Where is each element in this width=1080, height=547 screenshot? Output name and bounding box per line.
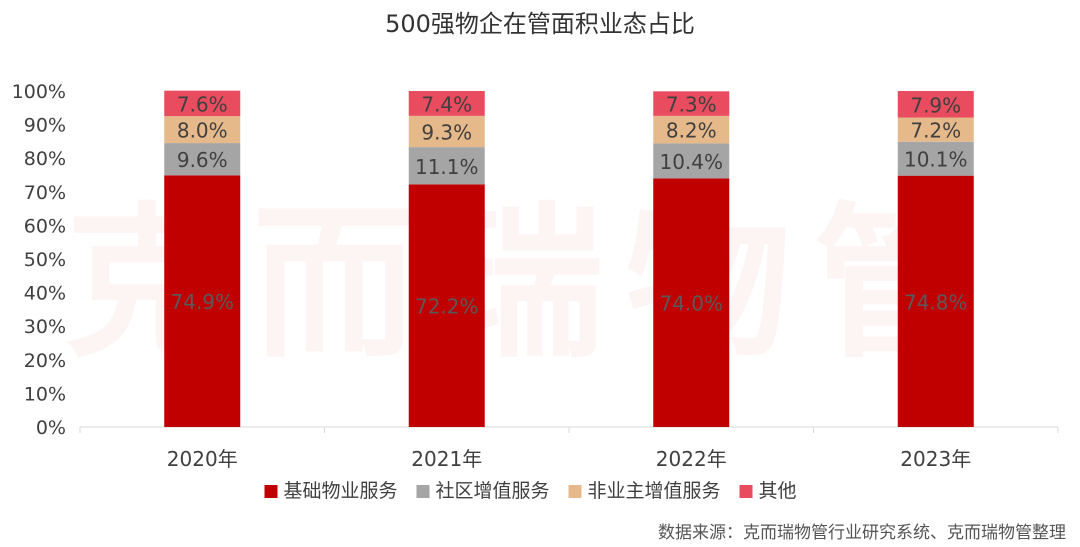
bar-segment bbox=[653, 143, 730, 179]
y-tick-label: 30% bbox=[24, 316, 66, 338]
data-label: 9.3% bbox=[421, 120, 472, 144]
data-label: 10.1% bbox=[904, 148, 968, 172]
bar-segment bbox=[897, 117, 974, 142]
legend-swatch bbox=[416, 485, 430, 498]
data-label: 10.4% bbox=[659, 150, 723, 174]
bar-segment bbox=[897, 175, 974, 427]
y-tick-label: 80% bbox=[24, 148, 66, 170]
data-label: 7.2% bbox=[910, 119, 961, 143]
legend-label: 社区增值服务 bbox=[436, 480, 550, 502]
source-note: 数据来源：克而瑞物管行业研究系统、克而瑞物管整理 bbox=[658, 523, 1066, 543]
data-label: 74.0% bbox=[659, 292, 723, 316]
bar-segment bbox=[408, 115, 485, 148]
bar-segment bbox=[408, 91, 485, 116]
data-label: 74.8% bbox=[904, 290, 968, 314]
data-label: 7.4% bbox=[421, 92, 472, 116]
bar-segment bbox=[653, 178, 730, 427]
data-label: 9.6% bbox=[177, 148, 228, 172]
y-tick-label: 100% bbox=[12, 81, 66, 103]
data-label: 74.9% bbox=[170, 290, 234, 314]
y-tick-label: 50% bbox=[24, 249, 66, 271]
data-label: 7.3% bbox=[666, 93, 717, 117]
data-label: 72.2% bbox=[415, 295, 479, 319]
y-tick-label: 60% bbox=[24, 215, 66, 237]
bar-segment bbox=[897, 141, 974, 176]
data-label: 8.0% bbox=[177, 119, 228, 143]
data-label: 7.9% bbox=[910, 93, 961, 117]
x-tick-label: 2020年 bbox=[167, 447, 238, 471]
data-label: 8.2% bbox=[666, 119, 717, 143]
bar-segment bbox=[653, 115, 730, 144]
x-tick-label: 2022年 bbox=[656, 447, 727, 471]
chart-title: 500强物企在管面积业态占比 bbox=[385, 10, 695, 38]
legend-swatch bbox=[264, 485, 278, 498]
y-tick-label: 10% bbox=[24, 383, 66, 405]
bar-segment bbox=[653, 91, 730, 116]
legend-label: 基础物业服务 bbox=[284, 480, 398, 502]
y-tick-label: 0% bbox=[36, 417, 66, 439]
bar-segment bbox=[164, 90, 241, 117]
y-tick-label: 70% bbox=[24, 182, 66, 204]
legend-label: 非业主增值服务 bbox=[588, 480, 721, 502]
y-tick-label: 90% bbox=[24, 115, 66, 137]
bar-segment bbox=[897, 91, 974, 118]
data-label: 7.6% bbox=[177, 92, 228, 116]
y-tick-label: 40% bbox=[24, 283, 66, 305]
legend-swatch bbox=[739, 485, 753, 498]
bar-segment bbox=[408, 147, 485, 185]
data-label: 11.1% bbox=[415, 155, 479, 179]
y-tick-label: 20% bbox=[24, 350, 66, 372]
legend-label: 其他 bbox=[759, 480, 797, 502]
x-tick-label: 2021年 bbox=[411, 447, 482, 471]
bar-segment bbox=[408, 184, 485, 427]
x-tick-label: 2023年 bbox=[900, 447, 971, 471]
bar-segment bbox=[164, 175, 241, 427]
bar-segment bbox=[164, 116, 241, 144]
legend-swatch bbox=[568, 485, 582, 498]
bar-segment bbox=[164, 143, 241, 176]
